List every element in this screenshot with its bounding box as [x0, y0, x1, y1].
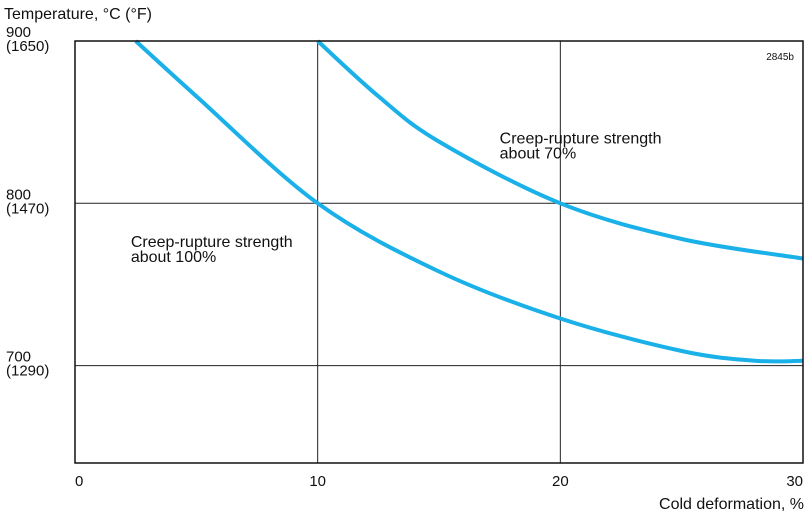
ann-70-line2: about 70%	[500, 145, 577, 162]
ann-100-line1: Creep-rupture strength	[131, 234, 293, 251]
plot-frame	[74, 40, 804, 464]
y-tick-sub-900: (1650)	[6, 38, 49, 55]
y-tick-700: 700	[6, 349, 31, 366]
x-tick-0: 0	[75, 473, 83, 490]
x-axis-label: Cold deformation, %	[659, 496, 804, 513]
grid	[75, 41, 803, 463]
x-tick-20: 20	[552, 473, 569, 490]
x-tick-10: 10	[309, 473, 326, 490]
y-axis-label: Temperature, °C (°F)	[4, 6, 152, 23]
curves	[134, 39, 804, 364]
ann-100-line2: about 100%	[131, 249, 216, 266]
y-tick-sub-700: (1290)	[6, 363, 49, 380]
x-tick-30: 30	[786, 473, 803, 490]
y-tick-sub-800: (1470)	[6, 200, 49, 217]
y-tick-800: 800	[6, 186, 31, 203]
y-tick-labels: 900(1650) 800(1470) 700(1290)	[6, 24, 49, 380]
y-tick-900: 900	[6, 24, 31, 41]
x-tick-labels: 0 10 20 30	[75, 473, 803, 490]
series-line-2	[316, 39, 804, 261]
figure-id: 2845b	[766, 52, 794, 63]
series-line-1	[134, 39, 804, 364]
ann-70-line1: Creep-rupture strength	[500, 130, 662, 147]
